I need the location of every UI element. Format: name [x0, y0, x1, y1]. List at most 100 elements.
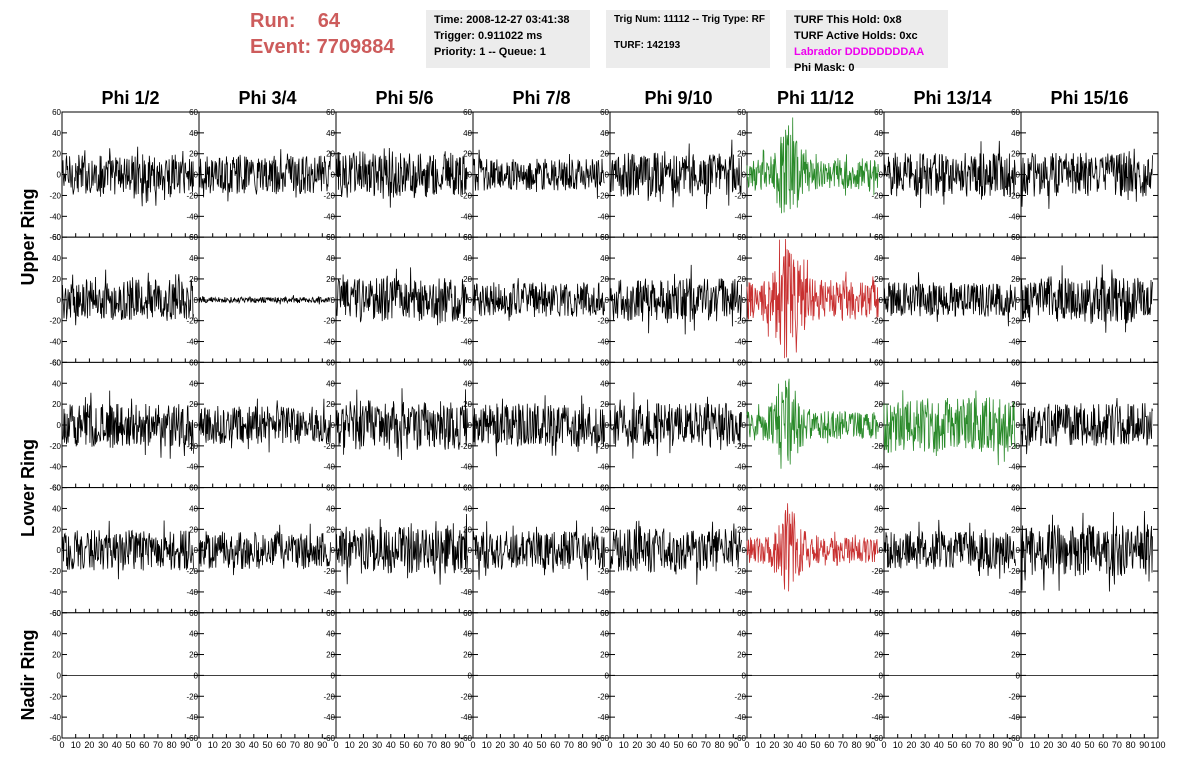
- x-tick-label: 10: [345, 740, 355, 750]
- x-tick-label: 60: [139, 740, 149, 750]
- y-tick-label: 40: [737, 379, 746, 388]
- y-tick-label: 0: [605, 296, 610, 305]
- waveform-trace: [883, 140, 1016, 208]
- y-tick-label: -40: [1008, 338, 1020, 347]
- y-tick-label: 60: [1011, 609, 1020, 618]
- x-tick-label: 30: [235, 740, 245, 750]
- y-tick-label: 40: [189, 379, 198, 388]
- y-tick-label: -40: [734, 338, 746, 347]
- y-tick-label: -20: [871, 567, 883, 576]
- y-tick-label: -20: [597, 692, 609, 701]
- y-tick-label: 0: [742, 296, 747, 305]
- y-tick-label: 40: [600, 504, 609, 513]
- column-header: Phi 11/12: [776, 88, 855, 108]
- y-tick-label: 20: [737, 150, 746, 159]
- y-tick-label: 60: [52, 358, 61, 367]
- x-tick-label: 40: [797, 740, 807, 750]
- y-tick-label: -20: [186, 567, 198, 576]
- y-tick-label: -20: [323, 317, 335, 326]
- y-tick-label: -20: [460, 692, 472, 701]
- y-tick-label: 60: [737, 233, 746, 242]
- y-tick-label: -40: [323, 713, 335, 722]
- y-tick-label: -20: [1008, 442, 1020, 451]
- y-tick-label: 40: [874, 504, 883, 513]
- y-tick-label: -60: [323, 734, 335, 743]
- y-tick-label: 20: [326, 400, 335, 409]
- y-tick-label: -40: [871, 713, 883, 722]
- y-tick-label: 40: [463, 379, 472, 388]
- y-tick-label: 40: [326, 254, 335, 263]
- x-tick-label: 70: [701, 740, 711, 750]
- x-tick-label: 50: [399, 740, 409, 750]
- y-tick-label: -20: [49, 317, 61, 326]
- y-tick-label: 0: [194, 546, 199, 555]
- y-tick-label: 40: [874, 379, 883, 388]
- x-tick-label: 50: [125, 740, 135, 750]
- y-tick-label: 60: [463, 108, 472, 117]
- waveform-trace: [1020, 510, 1153, 592]
- y-tick-label: 20: [600, 400, 609, 409]
- y-tick-label: 60: [600, 233, 609, 242]
- y-tick-label: -40: [597, 463, 609, 472]
- y-tick-label: -40: [460, 463, 472, 472]
- y-tick-label: 0: [605, 671, 610, 680]
- column-header: Phi 9/10: [644, 88, 713, 108]
- y-tick-label: 0: [331, 671, 336, 680]
- x-tick-label: 30: [646, 740, 656, 750]
- y-tick-label: 0: [57, 546, 62, 555]
- y-tick-label: 20: [189, 275, 198, 284]
- x-tick-label: 50: [1084, 740, 1094, 750]
- trigger-text: Trigger: 0.911022 ms: [434, 30, 543, 42]
- x-tick-label: 0: [744, 740, 749, 750]
- y-tick-label: -40: [49, 588, 61, 597]
- y-tick-label: 20: [737, 400, 746, 409]
- y-tick-label: 60: [874, 233, 883, 242]
- y-tick-label: 20: [874, 651, 883, 660]
- y-tick-label: -20: [323, 442, 335, 451]
- y-tick-label: -40: [186, 588, 198, 597]
- x-tick-label: 20: [632, 740, 642, 750]
- x-tick-label: 70: [153, 740, 163, 750]
- y-tick-label: 0: [194, 671, 199, 680]
- y-tick-label: 0: [468, 171, 473, 180]
- time-text: Time: 2008-12-27 03:41:38: [434, 14, 570, 26]
- y-tick-label: -20: [49, 191, 61, 200]
- y-tick-label: 60: [463, 233, 472, 242]
- y-tick-label: 0: [194, 171, 199, 180]
- y-tick-label: 40: [737, 129, 746, 138]
- turf-active-holds: TURF Active Holds: 0xc: [794, 30, 918, 42]
- y-tick-label: 20: [52, 525, 61, 534]
- y-tick-label: 60: [1011, 484, 1020, 493]
- y-tick-label: 40: [52, 379, 61, 388]
- y-tick-label: -40: [460, 588, 472, 597]
- x-tick-label: 70: [290, 740, 300, 750]
- y-tick-label: -60: [734, 734, 746, 743]
- y-tick-label: 20: [874, 275, 883, 284]
- y-tick-label: 40: [463, 504, 472, 513]
- x-tick-label: 70: [838, 740, 848, 750]
- y-tick-label: 40: [874, 254, 883, 263]
- y-tick-label: 0: [331, 421, 336, 430]
- y-tick-label: -40: [597, 212, 609, 221]
- y-tick-label: -20: [597, 442, 609, 451]
- x-tick-label: 80: [989, 740, 999, 750]
- y-tick-label: -40: [734, 463, 746, 472]
- waveform-trace: [198, 398, 331, 453]
- y-tick-label: 0: [331, 546, 336, 555]
- y-tick-label: -40: [871, 463, 883, 472]
- y-tick-label: 60: [737, 108, 746, 117]
- y-tick-label: -60: [1008, 734, 1020, 743]
